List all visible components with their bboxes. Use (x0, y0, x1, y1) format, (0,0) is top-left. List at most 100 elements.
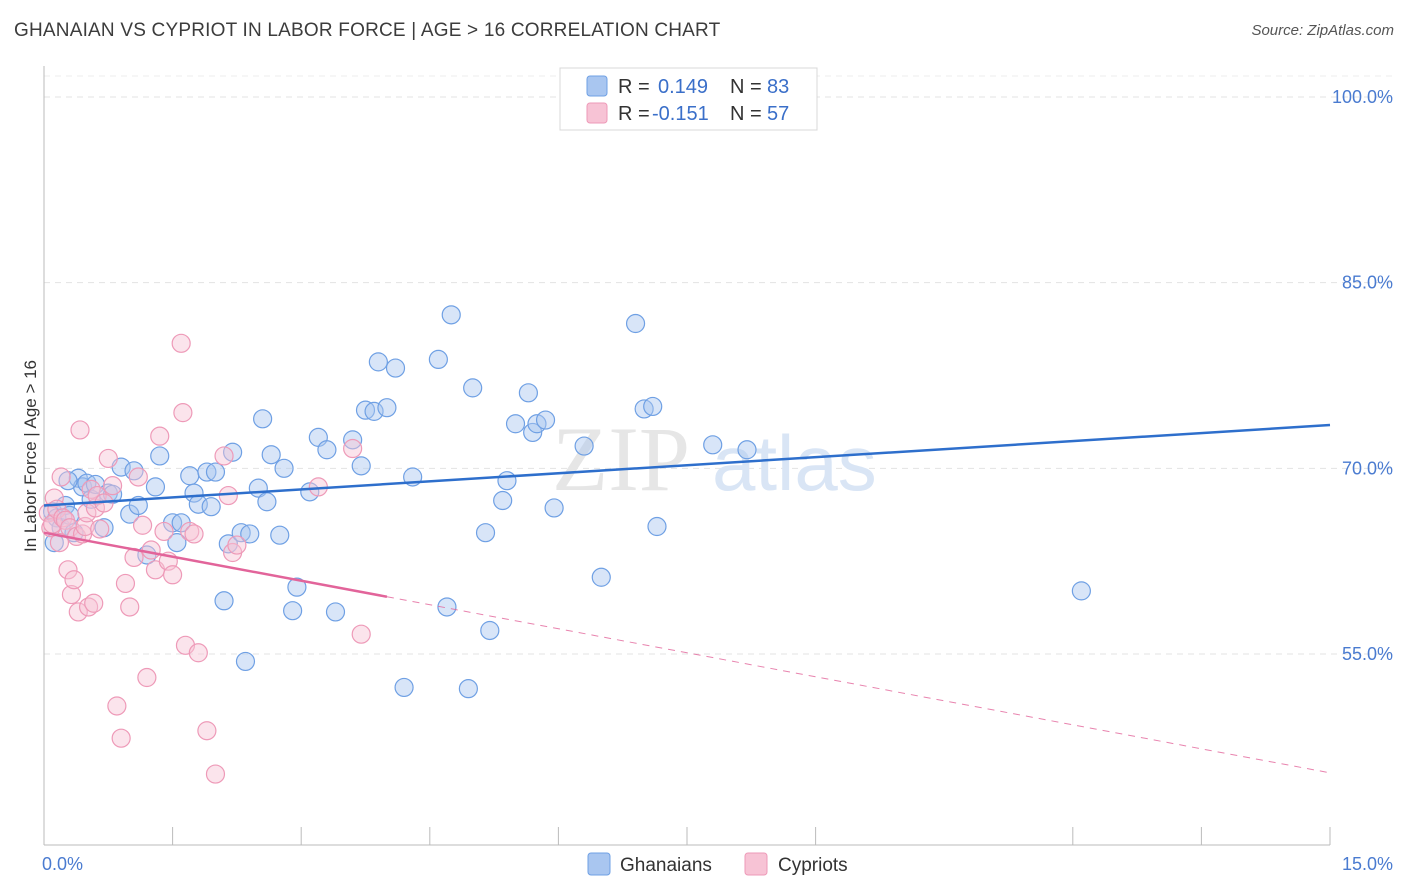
point-ghanaians-24 (180, 466, 200, 486)
point-ghanaians-28 (201, 497, 221, 517)
point-ghanaians-20 (150, 446, 170, 466)
point-ghanaians-70 (535, 410, 556, 430)
point-ghanaians-30 (214, 591, 234, 611)
watermark: ZIP atlas (552, 408, 877, 510)
trend-line-cypriots-extension (386, 596, 1331, 774)
point-cypriots-26 (98, 448, 118, 469)
point-cypriots-30 (115, 573, 136, 594)
point-cypriots-9 (58, 560, 78, 580)
legend-r-value-1: 0.149 (658, 76, 708, 98)
point-cypriots-47 (188, 643, 208, 663)
point-cypriots-19 (78, 597, 99, 617)
point-ghanaians-73 (591, 567, 611, 587)
watermark-zip: ZIP (552, 408, 690, 510)
point-ghanaians-77 (647, 516, 667, 537)
point-cypriots-12 (64, 570, 84, 590)
bottom-legend-ghanaians: Ghanaians (620, 855, 712, 876)
point-cypriots-35 (137, 667, 157, 688)
y-tick-labels: 100.0% 85.0% 70.0% 55.0% (1332, 87, 1393, 664)
axes (43, 66, 1331, 846)
point-cypriots-24 (90, 519, 110, 539)
point-cypriots-48 (197, 721, 217, 741)
y-axis-title: In Labor Force | Age > 16 (21, 360, 40, 552)
point-ghanaians-38 (257, 492, 277, 512)
point-ghanaians-66 (505, 414, 526, 434)
x-tick-labels: 0.0% 15.0% (42, 854, 1393, 874)
point-ghanaians-53 (377, 398, 397, 418)
point-ghanaians-54 (385, 358, 406, 378)
point-cypriots-21 (84, 593, 104, 613)
point-ghanaians-22 (167, 532, 187, 553)
point-cypriots-5 (49, 532, 70, 553)
point-ghanaians-57 (428, 349, 448, 370)
legend-swatch-cypriots (586, 102, 608, 124)
point-ghanaians-46 (317, 440, 337, 460)
y-tick-label-2: 70.0% (1342, 458, 1393, 478)
point-cypriots-46 (184, 524, 204, 544)
legend-n-label-1: N = (730, 76, 762, 98)
point-ghanaians-52 (368, 352, 388, 372)
y-tick-label-0: 100.0% (1332, 87, 1393, 107)
bottom-legend-swatch-cypriots (744, 852, 768, 876)
gridlines (44, 75, 1392, 655)
point-ghanaians-61 (463, 378, 483, 398)
point-ghanaians-76 (643, 396, 663, 417)
legend-swatch-ghanaians (586, 75, 608, 97)
point-cypriots-53 (227, 535, 247, 555)
legend-n-value-1: 83 (767, 76, 789, 98)
point-ghanaians-78 (703, 435, 723, 455)
point-cypriots-3 (44, 488, 64, 508)
point-cypriots-55 (343, 438, 363, 459)
point-ghanaians-64 (493, 490, 513, 511)
point-ghanaians-49 (351, 456, 371, 476)
point-ghanaians-41 (274, 458, 294, 478)
x-tick-label-0: 0.0% (42, 854, 83, 874)
point-ghanaians-19 (145, 477, 166, 497)
point-cypriots-31 (120, 597, 140, 617)
point-cypriots-41 (163, 565, 183, 585)
x-tick-label-1: 15.0% (1342, 854, 1393, 874)
point-cypriots-6 (51, 467, 71, 487)
point-cypriots-7 (53, 508, 73, 528)
bottom-legend: Ghanaians Cypriots (587, 852, 848, 876)
point-ghanaians-62 (475, 523, 496, 543)
point-ghanaians-43 (287, 577, 307, 597)
y-tick-label-3: 55.0% (1342, 644, 1393, 664)
point-cypriots-11 (61, 584, 82, 605)
legend-r-label-2: R = (618, 103, 650, 125)
point-cypriots-33 (128, 467, 148, 487)
point-ghanaians-40 (270, 525, 290, 545)
point-cypriots-56 (351, 624, 371, 644)
data-points (38, 305, 1091, 784)
legend: R = 0.149 N = 83 R = -0.151 N = 57 (559, 67, 818, 131)
point-cypriots-38 (150, 426, 170, 446)
point-ghanaians-80 (1071, 581, 1091, 601)
point-ghanaians-59 (441, 305, 461, 325)
point-ghanaians-63 (480, 620, 500, 641)
point-cypriots-50 (214, 446, 234, 466)
bottom-legend-cypriots: Cypriots (778, 855, 848, 876)
point-ghanaians-58 (437, 597, 457, 617)
point-cypriots-27 (102, 476, 123, 496)
point-ghanaians-60 (458, 679, 478, 699)
point-ghanaians-74 (625, 313, 646, 334)
point-cypriots-23 (87, 485, 107, 506)
point-ghanaians-39 (261, 445, 281, 465)
point-cypriots-42 (171, 333, 191, 353)
point-ghanaians-79 (737, 440, 757, 460)
trend-lines (43, 423, 1331, 774)
source-credit: Source: ZipAtlas.com (1251, 22, 1394, 39)
point-cypriots-28 (107, 696, 127, 716)
y-tick-label-1: 85.0% (1342, 273, 1393, 293)
trend-line-cypriots (43, 531, 388, 598)
point-ghanaians-42 (283, 601, 303, 621)
point-cypriots-39 (154, 521, 174, 542)
point-ghanaians-72 (574, 436, 594, 456)
legend-n-value-2: 57 (767, 103, 789, 125)
point-ghanaians-35 (240, 524, 260, 544)
point-ghanaians-68 (523, 422, 543, 443)
point-ghanaians-34 (235, 651, 256, 672)
point-cypriots-36 (141, 540, 161, 560)
point-ghanaians-37 (253, 409, 273, 429)
chart-title: GHANAIAN VS CYPRIOT IN LABOR FORCE | AGE… (14, 20, 721, 41)
